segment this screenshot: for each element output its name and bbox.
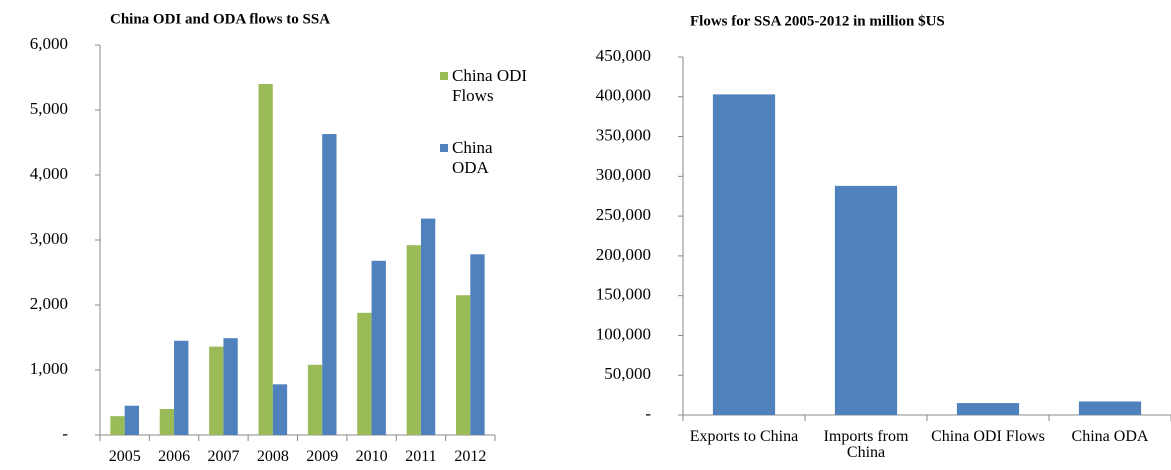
bar	[272, 384, 288, 435]
y-tick-label: 2,000	[30, 294, 68, 313]
x-tick-label: 2012	[454, 448, 487, 465]
legend-swatch	[440, 144, 448, 152]
bar	[712, 94, 776, 415]
y-tick-label: 200,000	[596, 245, 651, 264]
x-tick-label: 2009	[306, 448, 339, 465]
bar	[956, 403, 1020, 415]
bar	[258, 84, 273, 435]
legend-label: China ODA	[452, 138, 493, 177]
y-tick-label: 150,000	[596, 285, 651, 304]
y-tick-label: -	[645, 404, 651, 423]
x-tick-label: 2006	[158, 448, 191, 465]
x-tick-label: Imports from China	[823, 428, 909, 461]
legend-label: China ODI Flows	[452, 66, 528, 105]
y-tick-label: 3,000	[30, 229, 68, 248]
y-tick-label: 450,000	[596, 46, 651, 65]
bar	[371, 260, 386, 435]
bar	[470, 254, 485, 435]
y-tick-label: -	[62, 424, 68, 443]
y-tick-label: 300,000	[596, 165, 651, 184]
x-tick-label: China ODI Flows	[931, 428, 1045, 445]
chart-title: Flows for SSA 2005-2012 in million $US	[690, 13, 945, 29]
x-tick-label: 2007	[207, 448, 240, 465]
chart-title: China ODI and ODA flows to SSA	[110, 11, 330, 27]
y-tick-label: 400,000	[596, 86, 651, 105]
bar	[322, 134, 337, 436]
bar	[159, 409, 175, 435]
y-tick-label: 1,000	[30, 359, 68, 378]
bar	[455, 295, 471, 435]
bar	[420, 218, 436, 435]
bar	[110, 416, 125, 435]
bar	[1078, 401, 1142, 415]
bar	[174, 340, 189, 435]
y-tick-label: 6,000	[30, 34, 68, 53]
y-tick-label: 350,000	[596, 125, 651, 144]
x-tick-label: 2005	[108, 448, 141, 465]
x-tick-label: 2008	[256, 448, 289, 465]
bar	[223, 338, 238, 435]
bar	[307, 364, 323, 435]
x-tick-label: China ODA	[1071, 428, 1149, 445]
bar	[357, 312, 372, 435]
y-tick-label: 250,000	[596, 205, 651, 224]
y-tick-label: 4,000	[30, 164, 68, 183]
bar	[209, 346, 224, 435]
y-tick-label: 50,000	[604, 364, 651, 383]
x-tick-label: 2011	[405, 448, 437, 465]
y-tick-label: 5,000	[30, 99, 68, 118]
legend-swatch	[440, 72, 448, 80]
bar	[406, 245, 421, 435]
x-tick-label: Exports to China	[689, 428, 799, 445]
x-tick-label: 2010	[355, 448, 388, 465]
y-tick-label: 100,000	[596, 324, 651, 343]
bar	[834, 185, 898, 415]
bar	[124, 405, 140, 435]
